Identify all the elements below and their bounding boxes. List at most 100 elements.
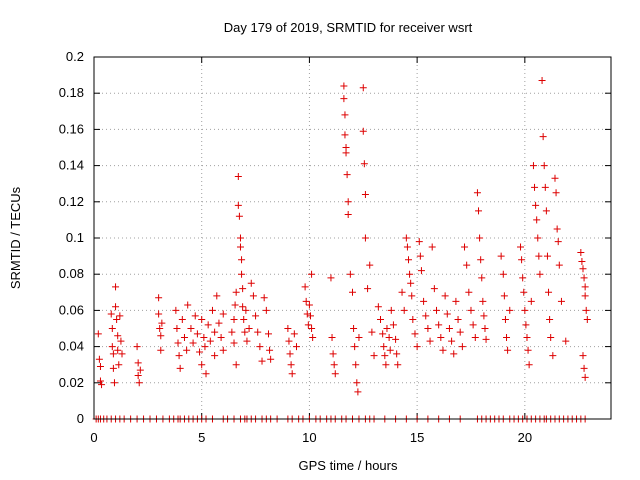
data-point bbox=[517, 243, 525, 251]
data-point bbox=[417, 267, 425, 275]
data-point bbox=[518, 256, 526, 264]
data-point bbox=[349, 288, 356, 296]
data-point bbox=[580, 274, 588, 282]
data-point bbox=[408, 292, 416, 300]
data-point bbox=[532, 201, 540, 209]
data-point bbox=[359, 84, 367, 92]
data-point bbox=[196, 348, 204, 356]
data-point bbox=[178, 315, 186, 323]
x-tick-label: 10 bbox=[302, 430, 316, 445]
data-point bbox=[175, 352, 183, 360]
data-point bbox=[238, 270, 246, 278]
data-point bbox=[217, 334, 225, 342]
data-point bbox=[245, 325, 253, 332]
y-tick-label: 0.16 bbox=[59, 121, 84, 136]
data-point bbox=[454, 315, 462, 323]
data-point bbox=[366, 261, 374, 269]
data-point bbox=[476, 234, 484, 242]
data-point bbox=[110, 379, 118, 387]
data-point bbox=[355, 334, 363, 342]
data-point bbox=[241, 328, 249, 336]
data-point bbox=[112, 283, 120, 291]
data-point bbox=[523, 334, 531, 342]
data-point bbox=[135, 379, 143, 387]
data-point bbox=[370, 352, 378, 360]
data-point bbox=[469, 321, 477, 329]
data-point bbox=[471, 334, 479, 342]
data-point bbox=[308, 270, 316, 278]
data-point bbox=[242, 306, 250, 314]
data-point bbox=[115, 361, 123, 369]
data-point bbox=[96, 377, 104, 385]
data-point bbox=[303, 310, 311, 318]
data-point bbox=[428, 243, 436, 251]
data-point bbox=[465, 288, 473, 296]
data-point bbox=[374, 303, 382, 311]
data-point bbox=[546, 315, 554, 323]
data-point bbox=[113, 315, 121, 323]
data-point bbox=[463, 261, 471, 269]
data-point bbox=[344, 210, 352, 218]
data-point bbox=[172, 306, 180, 314]
data-point bbox=[266, 346, 274, 354]
data-point bbox=[107, 310, 115, 318]
data-point bbox=[381, 352, 389, 360]
data-point bbox=[108, 325, 116, 332]
data-point bbox=[445, 325, 453, 332]
data-point bbox=[155, 294, 163, 302]
data-point bbox=[302, 297, 310, 305]
data-point bbox=[304, 321, 312, 329]
data-point bbox=[176, 364, 184, 372]
data-point bbox=[543, 252, 551, 260]
data-point bbox=[479, 297, 487, 305]
data-point bbox=[343, 171, 351, 179]
data-point bbox=[402, 234, 410, 242]
data-point bbox=[547, 334, 555, 342]
data-point bbox=[497, 252, 505, 260]
data-point bbox=[201, 343, 209, 351]
data-point bbox=[238, 256, 246, 264]
y-tick-label: 0.04 bbox=[59, 339, 84, 354]
data-point bbox=[301, 283, 309, 291]
data-point bbox=[549, 352, 557, 360]
data-point bbox=[200, 334, 208, 342]
data-point bbox=[524, 346, 532, 354]
data-point bbox=[183, 346, 191, 354]
x-axis-label: GPS time / hours bbox=[299, 458, 398, 473]
chart-title: Day 179 of 2019, SRMTID for receiver wsr… bbox=[224, 20, 473, 35]
data-point bbox=[441, 292, 449, 300]
data-point bbox=[114, 332, 122, 340]
data-point bbox=[361, 234, 369, 242]
data-point bbox=[239, 285, 247, 293]
data-point bbox=[554, 238, 562, 246]
data-point bbox=[545, 288, 553, 296]
data-point bbox=[285, 337, 293, 345]
data-point bbox=[503, 334, 511, 342]
data-point bbox=[109, 364, 117, 372]
data-point bbox=[539, 133, 547, 141]
data-point bbox=[228, 328, 236, 336]
x-tick-label: 5 bbox=[198, 430, 205, 445]
data-point bbox=[134, 372, 142, 380]
y-axis-label: SRMTID / TECUs bbox=[8, 186, 23, 289]
data-point bbox=[208, 306, 216, 314]
data-point bbox=[519, 274, 527, 282]
data-point bbox=[198, 315, 206, 323]
data-point bbox=[407, 279, 415, 287]
data-point bbox=[329, 350, 337, 358]
x-tick-label: 0 bbox=[90, 430, 97, 445]
data-point bbox=[551, 174, 559, 182]
data-point bbox=[98, 381, 106, 389]
data-point bbox=[534, 234, 542, 242]
data-point bbox=[538, 77, 546, 85]
data-point bbox=[243, 337, 251, 345]
data-point bbox=[377, 315, 385, 323]
data-point bbox=[306, 312, 314, 320]
data-point bbox=[415, 238, 423, 246]
data-point bbox=[411, 330, 419, 338]
data-point bbox=[328, 334, 336, 342]
data-point bbox=[340, 95, 348, 103]
data-point bbox=[552, 189, 560, 197]
data-point bbox=[206, 337, 214, 345]
